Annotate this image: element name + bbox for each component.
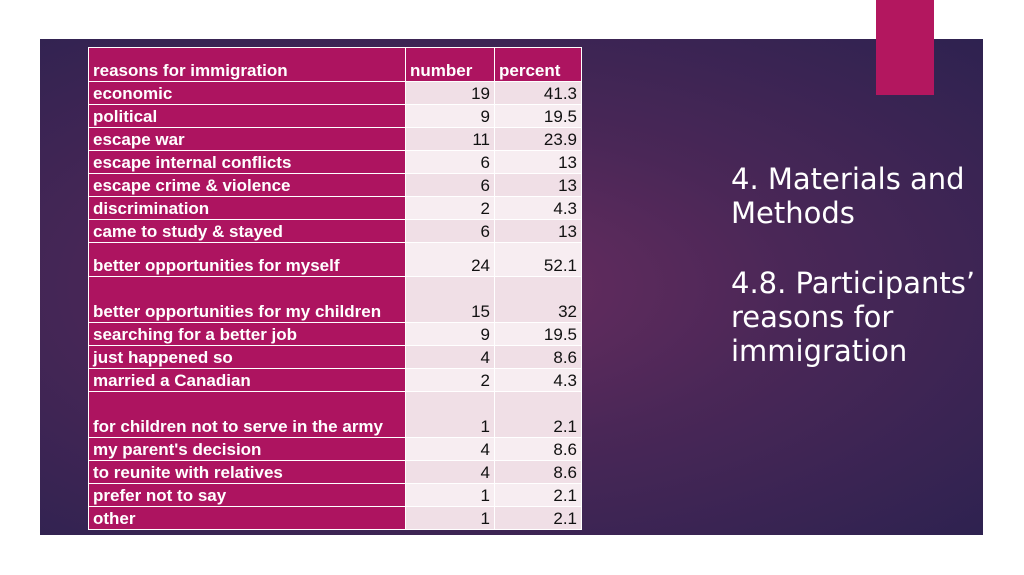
number-cell: 11 xyxy=(405,127,495,151)
slide-title-block: 4. Materials and Methods 4.8. Participan… xyxy=(731,162,981,368)
number-cell: 24 xyxy=(405,242,495,277)
table-row: just happened so 4 8.6 xyxy=(88,345,582,369)
percent-cell: 4.3 xyxy=(494,368,582,392)
number-cell: 2 xyxy=(405,196,495,220)
table-row: discrimination 2 4.3 xyxy=(88,196,582,220)
percent-cell: 23.9 xyxy=(494,127,582,151)
table-row: escape crime & violence 6 13 xyxy=(88,173,582,197)
table-row: political 9 19.5 xyxy=(88,104,582,128)
reason-cell: to reunite with relatives xyxy=(88,460,406,484)
reason-cell: economic xyxy=(88,81,406,105)
reason-cell: discrimination xyxy=(88,196,406,220)
table-row: searching for a better job 9 19.5 xyxy=(88,322,582,346)
percent-cell: 13 xyxy=(494,219,582,243)
table-row: other 1 2.1 xyxy=(88,506,582,530)
header-number: number xyxy=(405,47,495,82)
number-cell: 1 xyxy=(405,506,495,530)
section-heading: 4. Materials and Methods xyxy=(731,162,965,230)
number-cell: 4 xyxy=(405,345,495,369)
table-row: escape internal conflicts 6 13 xyxy=(88,150,582,174)
reason-cell: came to study & stayed xyxy=(88,219,406,243)
percent-cell: 19.5 xyxy=(494,322,582,346)
percent-cell: 2.1 xyxy=(494,483,582,507)
table-row: economic 19 41.3 xyxy=(88,81,582,105)
number-cell: 2 xyxy=(405,368,495,392)
percent-cell: 32 xyxy=(494,276,582,323)
number-cell: 6 xyxy=(405,219,495,243)
number-cell: 6 xyxy=(405,150,495,174)
table-row: better opportunities for my children 15 … xyxy=(88,276,582,323)
table-row: escape war 11 23.9 xyxy=(88,127,582,151)
percent-cell: 2.1 xyxy=(494,506,582,530)
table-header-row: reasons for immigration number percent xyxy=(88,47,582,82)
percent-cell: 13 xyxy=(494,150,582,174)
percent-cell: 4.3 xyxy=(494,196,582,220)
number-cell: 4 xyxy=(405,437,495,461)
percent-cell: 52.1 xyxy=(494,242,582,277)
number-cell: 1 xyxy=(405,391,495,438)
table-row: for children not to serve in the army 1 … xyxy=(88,391,582,438)
number-cell: 15 xyxy=(405,276,495,323)
number-cell: 4 xyxy=(405,460,495,484)
reason-cell: escape internal conflicts xyxy=(88,150,406,174)
percent-cell: 8.6 xyxy=(494,437,582,461)
reason-cell: my parent's decision xyxy=(88,437,406,461)
percent-cell: 41.3 xyxy=(494,81,582,105)
number-cell: 19 xyxy=(405,81,495,105)
header-percent: percent xyxy=(494,47,582,82)
reason-cell: for children not to serve in the army xyxy=(88,391,406,438)
percent-cell: 2.1 xyxy=(494,391,582,438)
table-row: prefer not to say 1 2.1 xyxy=(88,483,582,507)
reason-cell: searching for a better job xyxy=(88,322,406,346)
number-cell: 9 xyxy=(405,104,495,128)
number-cell: 9 xyxy=(405,322,495,346)
accent-tab xyxy=(876,0,934,95)
percent-cell: 8.6 xyxy=(494,460,582,484)
table-row: married a Canadian 2 4.3 xyxy=(88,368,582,392)
percent-cell: 8.6 xyxy=(494,345,582,369)
percent-cell: 19.5 xyxy=(494,104,582,128)
reason-cell: just happened so xyxy=(88,345,406,369)
percent-cell: 13 xyxy=(494,173,582,197)
number-cell: 1 xyxy=(405,483,495,507)
reason-cell: other xyxy=(88,506,406,530)
immigration-reasons-table: reasons for immigration number percent e… xyxy=(88,47,582,530)
table-row: came to study & stayed 6 13 xyxy=(88,219,582,243)
reason-cell: escape war xyxy=(88,127,406,151)
reason-cell: better opportunities for my children xyxy=(88,276,406,323)
subsection-heading: 4.8. Participants’ reasons for immigrati… xyxy=(731,266,976,368)
reason-cell: political xyxy=(88,104,406,128)
reason-cell: married a Canadian xyxy=(88,368,406,392)
table-row: my parent's decision 4 8.6 xyxy=(88,437,582,461)
reason-cell: prefer not to say xyxy=(88,483,406,507)
number-cell: 6 xyxy=(405,173,495,197)
table-row: better opportunities for myself 24 52.1 xyxy=(88,242,582,277)
header-reasons: reasons for immigration xyxy=(88,47,406,82)
table-row: to reunite with relatives 4 8.6 xyxy=(88,460,582,484)
reason-cell: escape crime & violence xyxy=(88,173,406,197)
reason-cell: better opportunities for myself xyxy=(88,242,406,277)
